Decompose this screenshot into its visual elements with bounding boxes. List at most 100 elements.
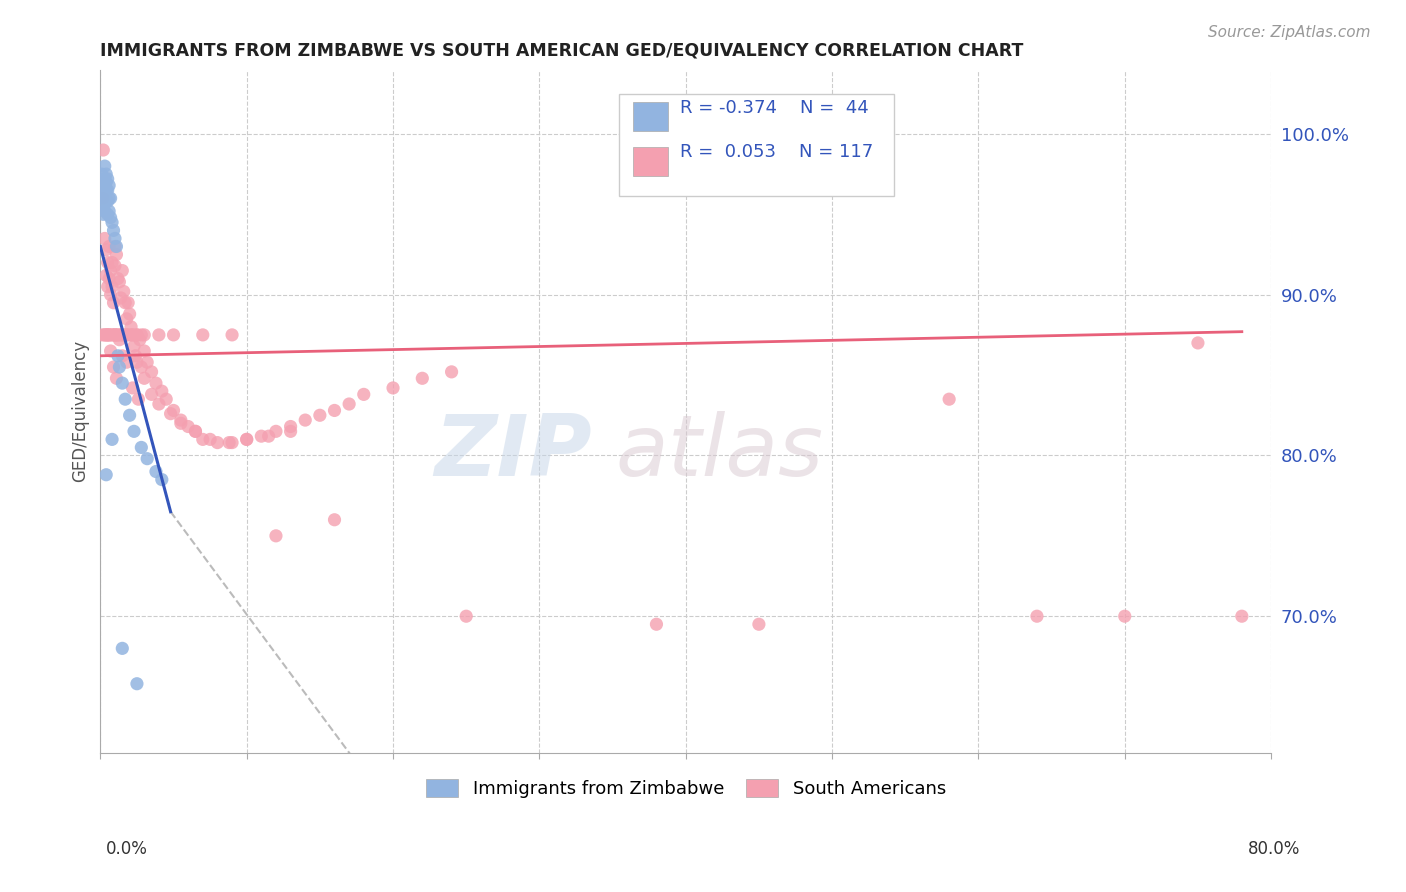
Point [98, 271, 121, 285]
Point [162, 327, 184, 342]
Point [121, 381, 143, 395]
Point [93, 178, 115, 193]
Point [128, 333, 150, 347]
Point [120, 319, 142, 334]
Point [110, 291, 132, 305]
Point [104, 327, 127, 342]
Point [97, 327, 120, 342]
Point [257, 429, 280, 443]
Point [121, 327, 143, 342]
Point [97, 327, 120, 342]
Point [121, 327, 143, 342]
Point [97, 279, 120, 293]
Point [107, 349, 129, 363]
Text: 0.0%: 0.0% [105, 840, 148, 858]
Point [150, 384, 173, 399]
Point [115, 327, 138, 342]
Point [117, 295, 139, 310]
Point [104, 327, 127, 342]
Point [309, 409, 332, 423]
Point [159, 407, 181, 421]
Point [103, 223, 125, 237]
Point [105, 239, 128, 253]
Point [148, 327, 170, 342]
Point [97, 183, 120, 197]
Point [141, 365, 163, 379]
Text: R = -0.374    N =  44: R = -0.374 N = 44 [681, 99, 869, 117]
Point [191, 327, 214, 342]
Point [108, 275, 131, 289]
FancyBboxPatch shape [633, 103, 668, 131]
Point [221, 327, 243, 342]
Point [91, 199, 114, 213]
Point [90, 327, 112, 342]
Point [118, 307, 141, 321]
Point [91, 207, 114, 221]
Point [191, 433, 214, 447]
Point [440, 365, 463, 379]
Point [100, 191, 122, 205]
Point [127, 392, 149, 407]
Point [170, 417, 193, 431]
Point [93, 196, 115, 211]
Point [101, 215, 124, 229]
Point [100, 211, 122, 225]
Text: Source: ZipAtlas.com: Source: ZipAtlas.com [1208, 25, 1371, 40]
Point [97, 194, 120, 209]
Point [145, 376, 167, 391]
Point [264, 425, 287, 439]
Point [131, 359, 153, 374]
Point [112, 327, 135, 342]
Point [125, 327, 148, 342]
Point [125, 327, 148, 342]
Text: 80.0%: 80.0% [1249, 840, 1301, 858]
Point [134, 343, 156, 358]
Point [93, 172, 115, 186]
Point [101, 433, 124, 447]
Point [235, 433, 257, 447]
Point [107, 327, 129, 342]
Point [115, 327, 138, 342]
Point [96, 467, 118, 482]
Point [100, 263, 122, 277]
Point [1187, 335, 1209, 350]
Point [91, 191, 114, 205]
Point [97, 207, 120, 221]
Point [131, 327, 153, 342]
Text: ZIP: ZIP [434, 410, 592, 494]
Point [107, 327, 129, 342]
Point [108, 359, 131, 374]
Point [1114, 609, 1136, 624]
Point [170, 413, 193, 427]
Point [122, 425, 145, 439]
Point [323, 513, 346, 527]
FancyBboxPatch shape [633, 147, 668, 176]
Point [98, 204, 121, 219]
Point [110, 327, 132, 342]
Point [91, 143, 114, 157]
Point [118, 327, 141, 342]
Point [91, 191, 114, 205]
Point [90, 183, 112, 197]
Point [96, 243, 118, 257]
FancyBboxPatch shape [619, 94, 894, 196]
Point [184, 425, 207, 439]
Point [101, 279, 124, 293]
Point [93, 204, 115, 219]
Point [218, 435, 240, 450]
Point [115, 311, 138, 326]
Point [93, 159, 115, 173]
Point [353, 387, 375, 401]
Point [91, 178, 114, 193]
Point [101, 327, 124, 342]
Point [141, 387, 163, 401]
Point [134, 327, 156, 342]
Point [104, 327, 127, 342]
Point [264, 529, 287, 543]
Point [337, 397, 360, 411]
Point [105, 371, 128, 385]
Point [115, 355, 138, 369]
Point [96, 175, 118, 189]
Point [98, 178, 121, 193]
Legend: Immigrants from Zimbabwe, South Americans: Immigrants from Zimbabwe, South American… [419, 772, 953, 805]
